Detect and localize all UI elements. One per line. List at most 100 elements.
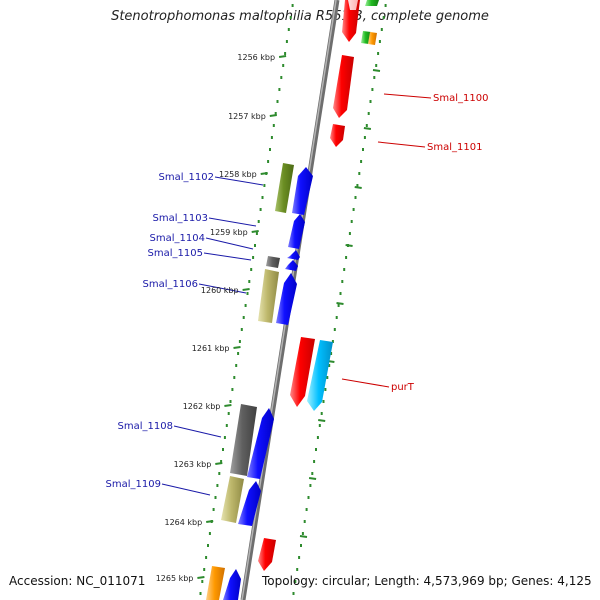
tick-mark bbox=[345, 244, 353, 247]
tick-label: 1257 kbp bbox=[228, 112, 266, 121]
tick-mark bbox=[215, 462, 223, 465]
ring-dot bbox=[223, 436, 226, 439]
outer-ring-dots bbox=[292, 4, 387, 595]
ring-dot bbox=[298, 556, 301, 559]
gene-feature[interactable] bbox=[230, 404, 257, 476]
gene-label[interactable]: Smal_1105 bbox=[148, 248, 203, 259]
ring-dot bbox=[311, 472, 314, 475]
ring-dot bbox=[276, 100, 279, 103]
ring-dot bbox=[363, 136, 366, 139]
ring-dot bbox=[294, 580, 297, 583]
gene-feature[interactable] bbox=[361, 31, 371, 44]
ring-dot bbox=[242, 316, 245, 319]
ring-dot bbox=[208, 532, 211, 535]
gene-label[interactable]: Smal_1109 bbox=[106, 479, 161, 490]
gene-label[interactable]: Smal_1106 bbox=[143, 279, 198, 290]
tick-label: 1256 kbp bbox=[237, 53, 275, 62]
ring-dot bbox=[270, 136, 273, 139]
ring-dot bbox=[352, 208, 355, 211]
ring-dot bbox=[330, 352, 333, 355]
ring-dot bbox=[320, 412, 323, 415]
gene-feature[interactable] bbox=[342, 0, 360, 42]
ring-dot bbox=[257, 220, 260, 223]
ring-dot bbox=[272, 124, 275, 127]
ring-dot bbox=[326, 376, 329, 379]
gene-label[interactable]: Smal_1103 bbox=[153, 213, 208, 224]
tick-label: 1265 kbp bbox=[156, 574, 194, 583]
gene-feature[interactable] bbox=[365, 0, 379, 6]
ring-dot bbox=[345, 256, 348, 259]
gene-feature[interactable] bbox=[285, 260, 298, 271]
gene-feature[interactable] bbox=[206, 566, 225, 600]
ring-dot bbox=[278, 88, 281, 91]
ring-dot bbox=[333, 328, 336, 331]
genome-summary-text: Topology: circular; Length: 4,573,969 bp… bbox=[262, 574, 592, 588]
gene-feature[interactable] bbox=[258, 269, 279, 323]
ring-dot bbox=[369, 100, 372, 103]
gene-feature[interactable] bbox=[247, 408, 274, 479]
ring-dot bbox=[378, 40, 381, 43]
ring-dot bbox=[282, 64, 285, 67]
leader-line bbox=[198, 283, 247, 294]
label-leaders bbox=[161, 93, 432, 496]
ring-dot bbox=[222, 448, 224, 451]
map-title: Stenotrophomonas maltophilia R551-3, com… bbox=[111, 9, 489, 24]
ring-dot bbox=[301, 532, 304, 535]
ring-dot bbox=[214, 496, 217, 499]
gene-label[interactable]: Smal_1108 bbox=[118, 421, 173, 432]
tick-mark bbox=[197, 576, 205, 579]
ring-dot bbox=[199, 592, 202, 595]
ring-dot bbox=[315, 448, 317, 451]
gene-feature[interactable] bbox=[223, 569, 241, 600]
ring-dot bbox=[220, 460, 223, 463]
gene-feature[interactable] bbox=[275, 163, 294, 213]
ring-dot bbox=[339, 292, 342, 295]
ring-dot bbox=[337, 304, 340, 307]
ring-dot bbox=[362, 148, 364, 151]
tick-label: 1262 kbp bbox=[183, 402, 221, 411]
gene-feature[interactable] bbox=[330, 124, 345, 147]
gene-feature[interactable] bbox=[348, 0, 358, 10]
gene-label[interactable]: Smal_1101 bbox=[427, 142, 482, 153]
tick-mark bbox=[372, 69, 381, 72]
tick-mark bbox=[206, 520, 214, 523]
ring-dot bbox=[212, 508, 215, 511]
gene-feature[interactable] bbox=[292, 167, 313, 215]
ring-dot bbox=[371, 88, 374, 91]
ring-dot bbox=[285, 40, 288, 43]
ring-dot bbox=[365, 124, 368, 127]
tick-label: 1260 kbp bbox=[201, 286, 239, 295]
tick-mark bbox=[363, 127, 372, 130]
gene-feature[interactable] bbox=[368, 32, 377, 45]
ring-dot bbox=[316, 436, 319, 439]
gene-feature[interactable] bbox=[307, 340, 333, 411]
ring-dot bbox=[246, 292, 249, 295]
gene-feature[interactable] bbox=[276, 273, 297, 325]
tick-marks bbox=[197, 55, 381, 579]
tick-labels: 1256 kbp 1257 kbp 1258 kbp 1259 kbp 1260 kbp… bbox=[156, 53, 275, 583]
gene-feature[interactable] bbox=[333, 55, 354, 118]
gene-label[interactable]: Smal_1104 bbox=[150, 233, 205, 244]
gene-feature[interactable] bbox=[258, 538, 276, 571]
ring-dot bbox=[377, 52, 380, 55]
gene-feature[interactable] bbox=[266, 256, 280, 268]
tick-mark bbox=[242, 288, 250, 291]
gene-feature[interactable] bbox=[288, 214, 305, 249]
gene-feature[interactable] bbox=[287, 250, 300, 260]
gene-label[interactable]: purT bbox=[391, 382, 415, 393]
tick-mark bbox=[224, 404, 232, 407]
gene-feature[interactable] bbox=[238, 481, 261, 526]
leader-line bbox=[377, 141, 426, 148]
gene-label[interactable]: Smal_1102 bbox=[159, 172, 214, 183]
ring-dot bbox=[240, 328, 243, 331]
ring-dot bbox=[203, 568, 206, 571]
gene-feature[interactable] bbox=[221, 476, 244, 523]
leader-line bbox=[214, 176, 264, 186]
ring-dot bbox=[305, 508, 308, 511]
leader-line bbox=[161, 483, 211, 496]
gene-feature[interactable] bbox=[290, 337, 315, 407]
ring-dot bbox=[292, 592, 295, 595]
tick-mark bbox=[260, 172, 268, 175]
ring-dot bbox=[216, 484, 219, 487]
gene-label[interactable]: Smal_1100 bbox=[433, 93, 488, 104]
